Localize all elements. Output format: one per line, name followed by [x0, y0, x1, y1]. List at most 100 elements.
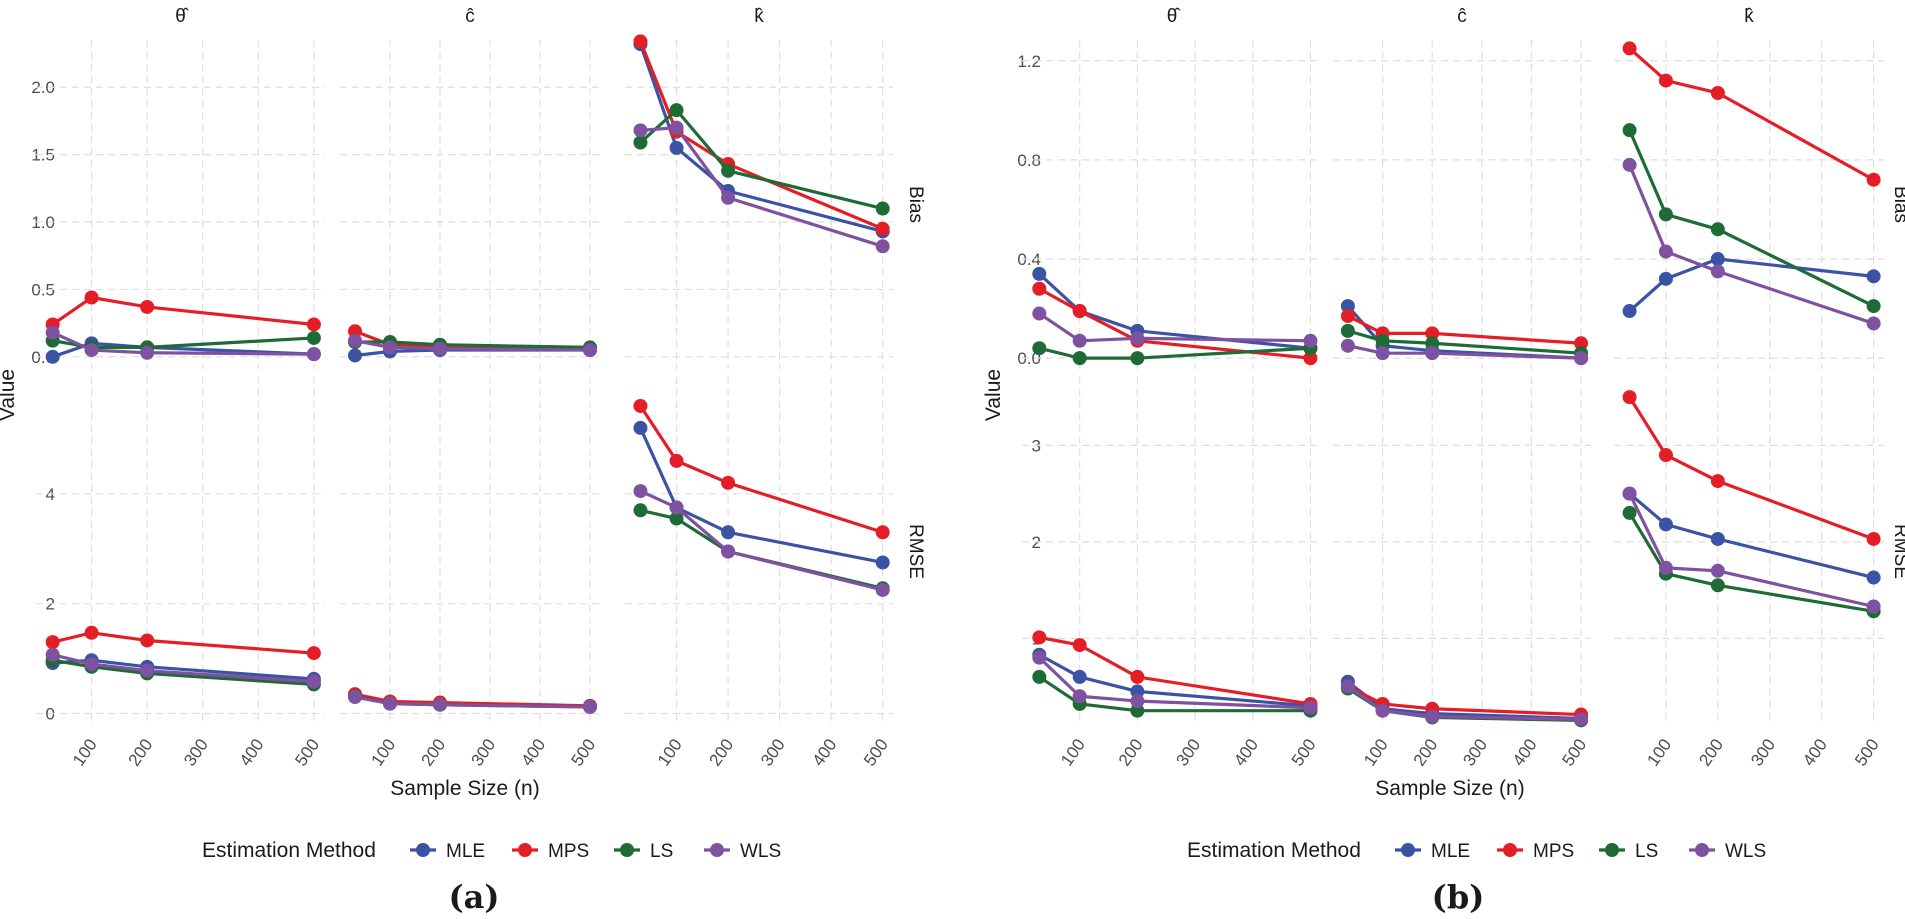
- x-tick-label: 500: [1288, 735, 1320, 769]
- x-tick-label: 100: [69, 735, 101, 769]
- data-point: [1032, 306, 1047, 321]
- series-line: [51, 295, 315, 327]
- data-point: [140, 299, 155, 314]
- data-point: [1658, 207, 1673, 222]
- series-line: [1038, 287, 1311, 360]
- data-point: [1340, 338, 1355, 353]
- data-point: [1375, 346, 1390, 361]
- legend-label: MPS: [1533, 841, 1574, 862]
- data-point: [140, 345, 155, 360]
- legend-label: MPS: [548, 841, 589, 862]
- data-point: [669, 500, 684, 515]
- series-wls: [1622, 157, 1881, 331]
- data-point: [1658, 73, 1673, 88]
- legend-item-mps: MPS: [512, 841, 589, 862]
- x-tick-label: 200: [417, 735, 449, 769]
- data-point: [1375, 703, 1390, 718]
- legend-item-mps: MPS: [1497, 841, 1574, 862]
- x-tick-label: 400: [809, 735, 841, 769]
- series-mps: [633, 34, 890, 236]
- data-point: [1340, 299, 1355, 314]
- data-point: [1425, 346, 1440, 361]
- data-point: [45, 635, 60, 650]
- column-strip-label: ĉ: [465, 6, 475, 27]
- data-point: [633, 484, 648, 499]
- data-point: [669, 511, 684, 526]
- series-line: [1346, 685, 1582, 721]
- data-point: [1340, 323, 1355, 338]
- series-ls: [1032, 341, 1318, 366]
- series-wls: [45, 647, 321, 689]
- data-point: [633, 503, 648, 518]
- x-tick-label: 200: [706, 735, 738, 769]
- series-wls: [348, 690, 597, 714]
- series-line: [1038, 675, 1311, 713]
- data-point: [1658, 517, 1673, 532]
- facet-panel: 100 200 300 400 500: [1614, 377, 1884, 770]
- series-mps: [1032, 281, 1318, 366]
- series-mps: [1032, 630, 1318, 711]
- legend-title: Estimation Method: [202, 839, 376, 862]
- data-point: [1866, 570, 1881, 585]
- legend-item-wls: WLS: [1689, 841, 1766, 862]
- legend-item-mle: MLE: [1395, 841, 1470, 862]
- series-wls: [1032, 650, 1318, 715]
- x-tick-label: 500: [1851, 735, 1883, 769]
- series-wls: [348, 333, 597, 358]
- x-tick-label: 400: [1509, 735, 1541, 769]
- x-tick-label: 400: [517, 735, 549, 769]
- data-point: [1622, 486, 1637, 501]
- x-tick-label: 300: [467, 735, 499, 769]
- series-mps: [1622, 390, 1881, 546]
- data-point: [1658, 448, 1673, 463]
- series-wls: [1622, 486, 1881, 614]
- y-tick-label: 2.0: [31, 78, 55, 97]
- series-line: [1628, 129, 1875, 308]
- series-ls: [1622, 123, 1881, 314]
- series-line: [638, 40, 884, 231]
- data-point: [633, 123, 648, 138]
- legend-label: WLS: [1725, 841, 1766, 862]
- facet-panel: 100 200 300 400 500: [625, 377, 893, 770]
- data-point: [1658, 244, 1673, 259]
- facet-panel: k̂: [1614, 6, 1884, 369]
- x-tick-label: 100: [367, 735, 399, 769]
- series-line: [1347, 344, 1582, 360]
- series-line: [640, 126, 884, 248]
- data-point: [45, 325, 60, 340]
- legend-key-point: [1401, 843, 1415, 857]
- data-point: [1130, 703, 1145, 718]
- data-point: [1622, 505, 1637, 520]
- data-point: [1072, 638, 1087, 653]
- series-line: [52, 631, 315, 655]
- x-tick-label: 400: [236, 735, 268, 769]
- series-mps: [45, 290, 321, 332]
- data-point: [433, 341, 447, 356]
- series-mps: [1622, 41, 1881, 187]
- gridlines: [625, 40, 893, 369]
- series-line: [1347, 329, 1582, 355]
- facet-panel: ĉ: [340, 6, 600, 369]
- data-point: [1425, 326, 1440, 341]
- data-point: [1032, 341, 1047, 356]
- y-axis-label: Value: [0, 369, 19, 421]
- legend-label: WLS: [740, 841, 781, 862]
- data-point: [721, 525, 736, 540]
- data-point: [306, 347, 321, 362]
- x-tick-label: 100: [654, 735, 686, 769]
- legend-label: LS: [1635, 841, 1658, 862]
- data-point: [633, 34, 648, 49]
- data-point: [306, 330, 321, 345]
- gridlines: [36, 40, 325, 369]
- legend-key-point: [416, 843, 430, 857]
- data-point: [633, 420, 648, 435]
- row-strip-label: RMSE: [1890, 524, 1905, 579]
- x-tick-label: 100: [1360, 735, 1392, 769]
- data-point: [721, 475, 736, 490]
- data-point: [1130, 684, 1145, 699]
- data-point: [875, 555, 890, 570]
- data-point: [1866, 299, 1881, 314]
- legend-title: Estimation Method: [1187, 839, 1361, 862]
- facet-panel: θ̂: [1022, 6, 1322, 369]
